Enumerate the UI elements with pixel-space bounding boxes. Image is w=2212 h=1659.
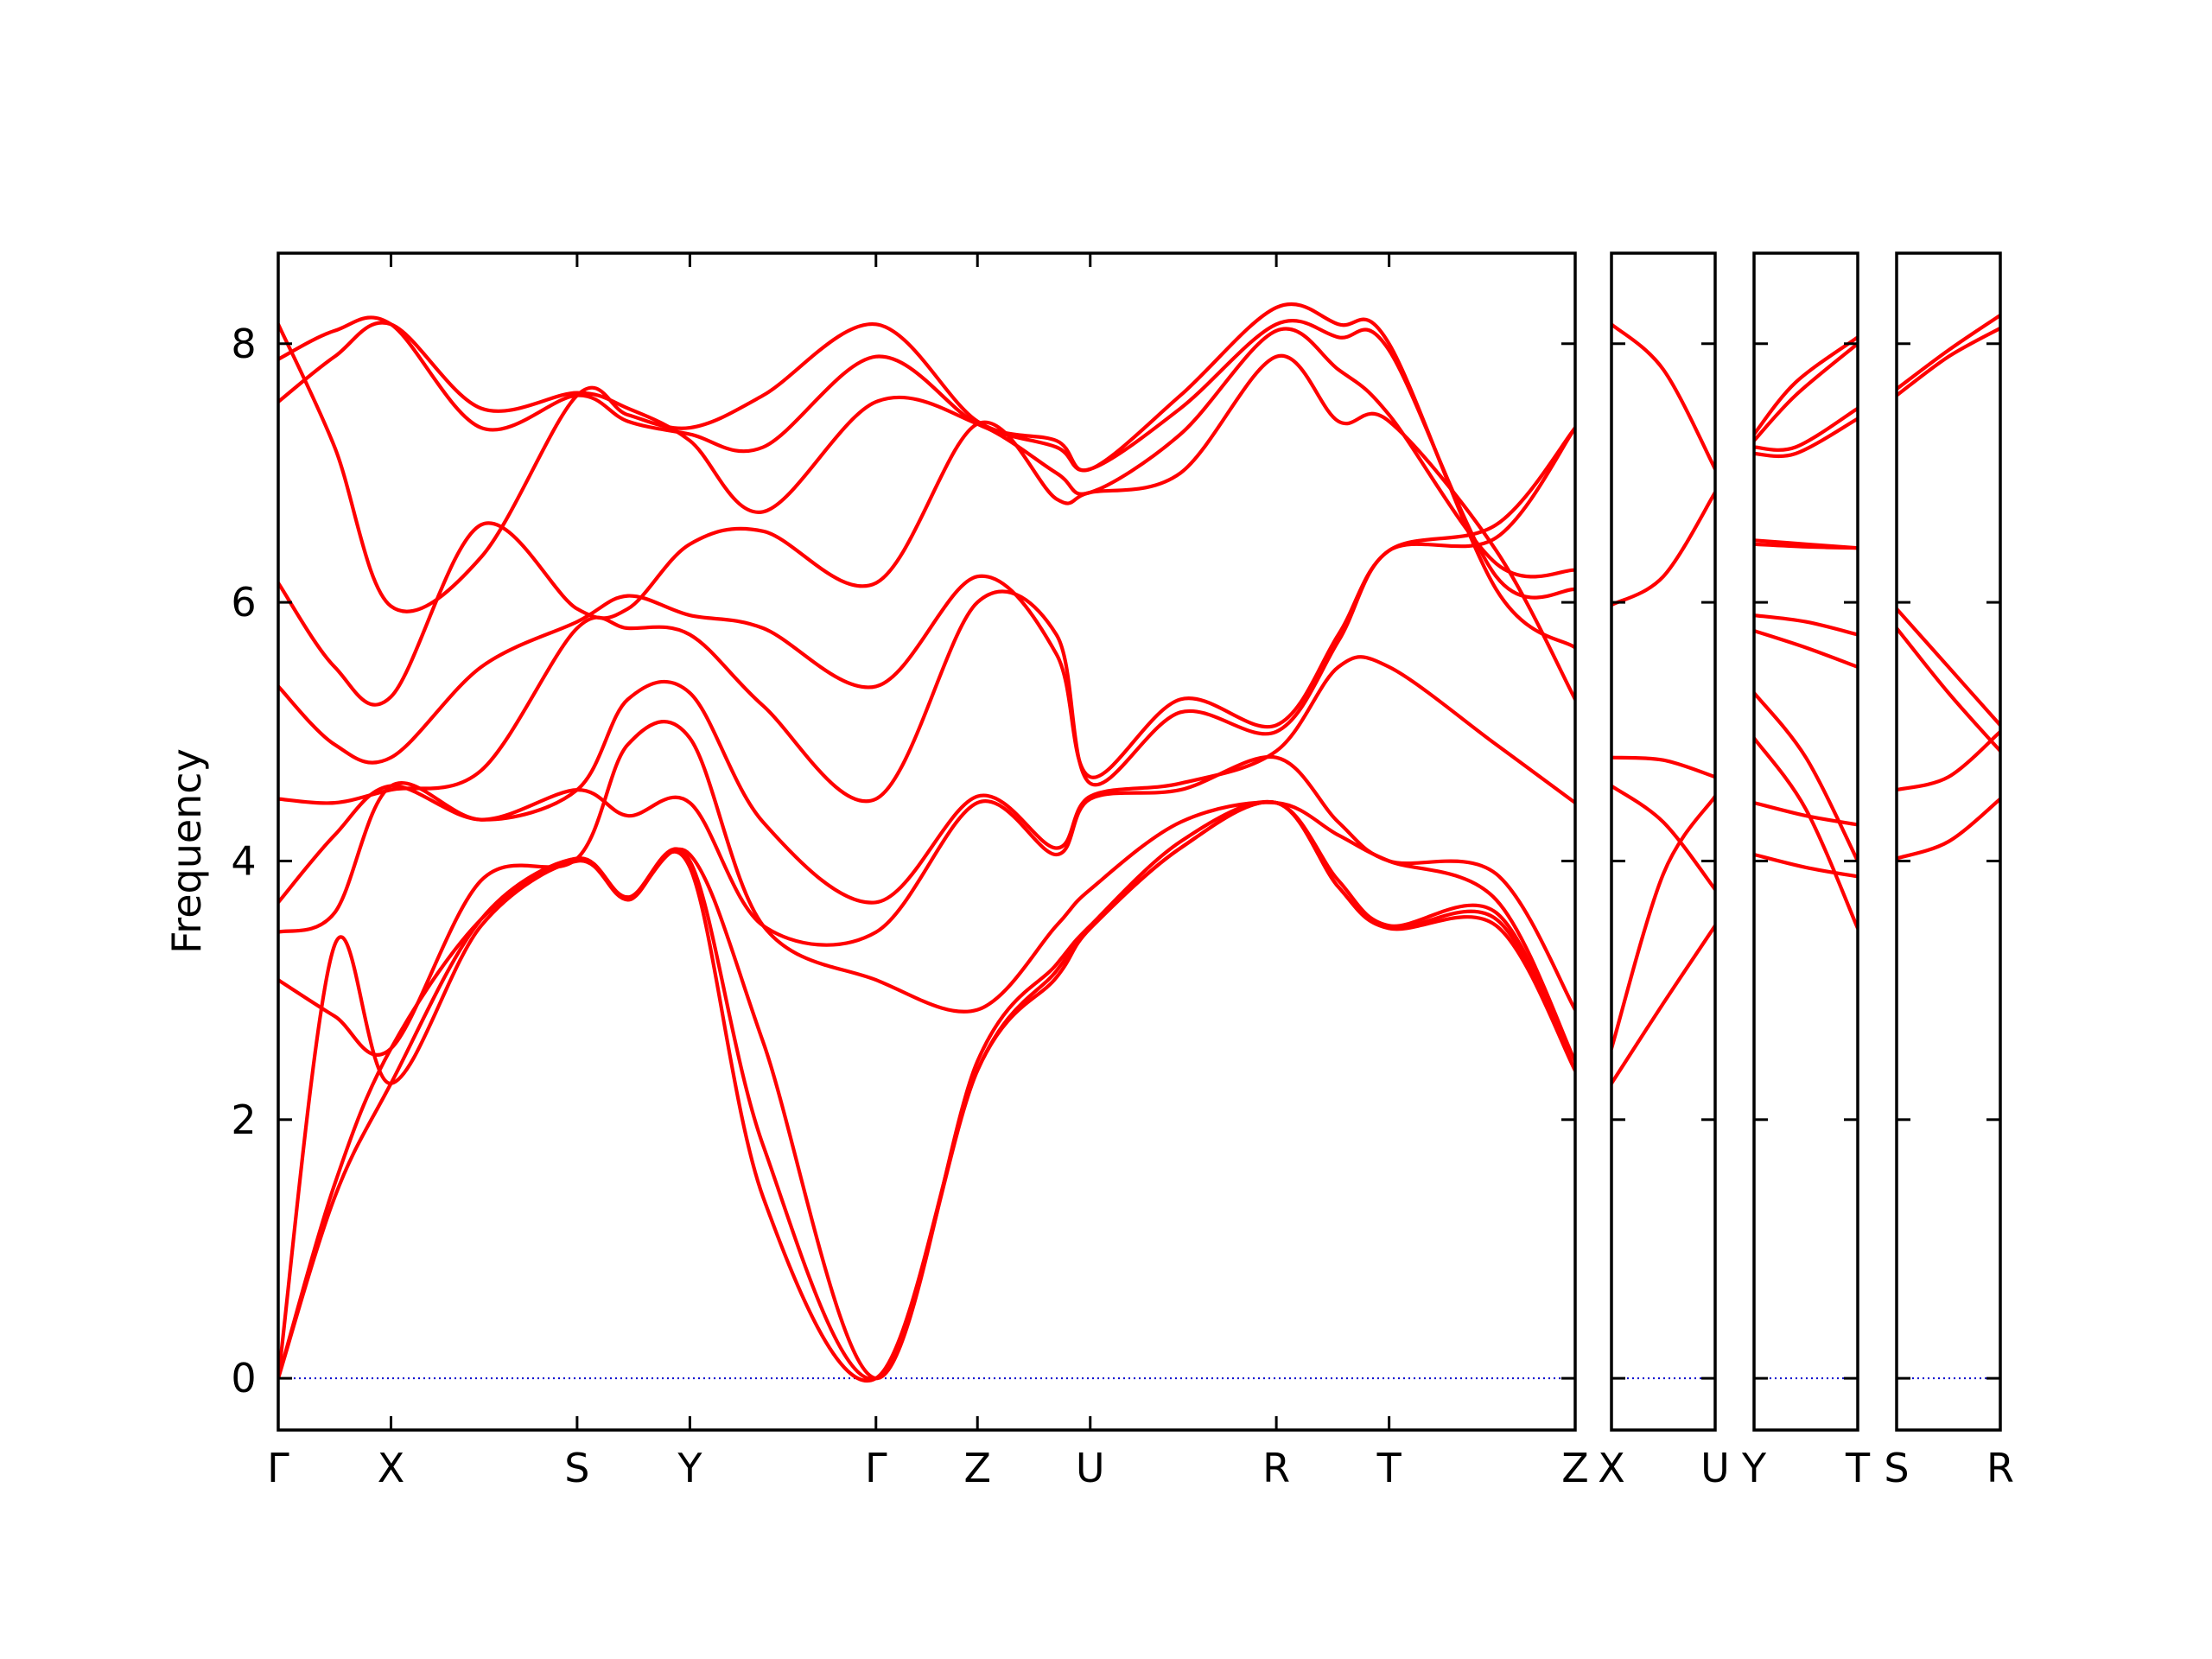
band-y-t-9 (1754, 690, 1858, 863)
x-tick-label: X (378, 1445, 405, 1491)
x-tick-label: U (1076, 1445, 1105, 1491)
band-main-5 (278, 426, 1575, 779)
band-x-u-3 (1611, 755, 1715, 779)
x-tick-label: U (1700, 1445, 1730, 1491)
band-main-1 (278, 302, 1575, 650)
bands-x-u (1611, 322, 1715, 1085)
band-s-r-3 (1897, 607, 2000, 728)
band-main-2 (278, 315, 1575, 600)
band-s-r-4 (1897, 626, 2000, 753)
x-tick-label: T (1376, 1445, 1402, 1491)
x-tick-label: Z (1561, 1445, 1589, 1491)
x-tick-label: Γ (267, 1445, 289, 1491)
band-s-r-1 (1897, 313, 2000, 391)
band-x-u-4 (1611, 784, 1715, 892)
band-y-t-6 (1754, 542, 1858, 550)
x-tick-label: R (1262, 1445, 1290, 1491)
x-tick-label: Z (963, 1445, 991, 1491)
y-tick-label: 6 (231, 579, 256, 626)
band-y-t-8 (1754, 628, 1858, 669)
x-tick-label: R (1986, 1445, 2014, 1491)
x-tick-label: X (1598, 1445, 1625, 1491)
y-axis-label: Frequency (163, 748, 210, 954)
bands-main (278, 302, 1575, 1382)
band-s-r-5 (1897, 729, 2000, 792)
band-main-4 (278, 353, 1575, 707)
band-s-r-2 (1897, 326, 2000, 397)
band-y-t-4 (1754, 416, 1858, 459)
x-tick-label: Y (1741, 1445, 1767, 1491)
panel-frame (1610, 251, 1717, 1432)
bands-y-t (1754, 335, 1858, 931)
panel-main: 0 2 4 6 8 Γ X S Y Γ Z U R T Z (231, 251, 1589, 1491)
x-tick-label: Y (677, 1445, 702, 1491)
band-y-t-11 (1754, 801, 1858, 827)
x-tick-label: S (1884, 1445, 1909, 1491)
band-main-8 (278, 754, 1575, 1012)
y-tick-label: 2 (231, 1096, 256, 1143)
band-y-t-3 (1754, 406, 1858, 452)
band-x-u-1 (1611, 322, 1715, 471)
band-x-u-5 (1611, 794, 1715, 1051)
panel-frame (1752, 251, 1859, 1432)
band-main-6 (278, 426, 1575, 805)
x-tick-label: S (564, 1445, 589, 1491)
band-main-3 (278, 321, 1575, 579)
band-y-t-1 (1754, 335, 1858, 436)
band-main-12 (278, 799, 1575, 1382)
y-tick-label: 0 (231, 1355, 256, 1402)
y-tick-label: 4 (231, 837, 256, 884)
x-tick-label: T (1845, 1445, 1871, 1491)
band-x-u-2 (1611, 490, 1715, 607)
band-y-t-12 (1754, 852, 1858, 879)
band-y-t-7 (1754, 613, 1858, 637)
x-tick-label: Γ (865, 1445, 887, 1491)
band-y-t-10 (1754, 736, 1858, 931)
y-tick-label: 8 (231, 321, 256, 367)
band-y-t-2 (1754, 341, 1858, 443)
band-main-9 (278, 720, 1575, 1064)
panel-frame (276, 251, 1577, 1432)
panel-frame (1895, 251, 2002, 1432)
bands-s-r (1897, 313, 2000, 861)
band-x-u-6 (1611, 924, 1715, 1085)
band-s-r-6 (1897, 797, 2000, 861)
